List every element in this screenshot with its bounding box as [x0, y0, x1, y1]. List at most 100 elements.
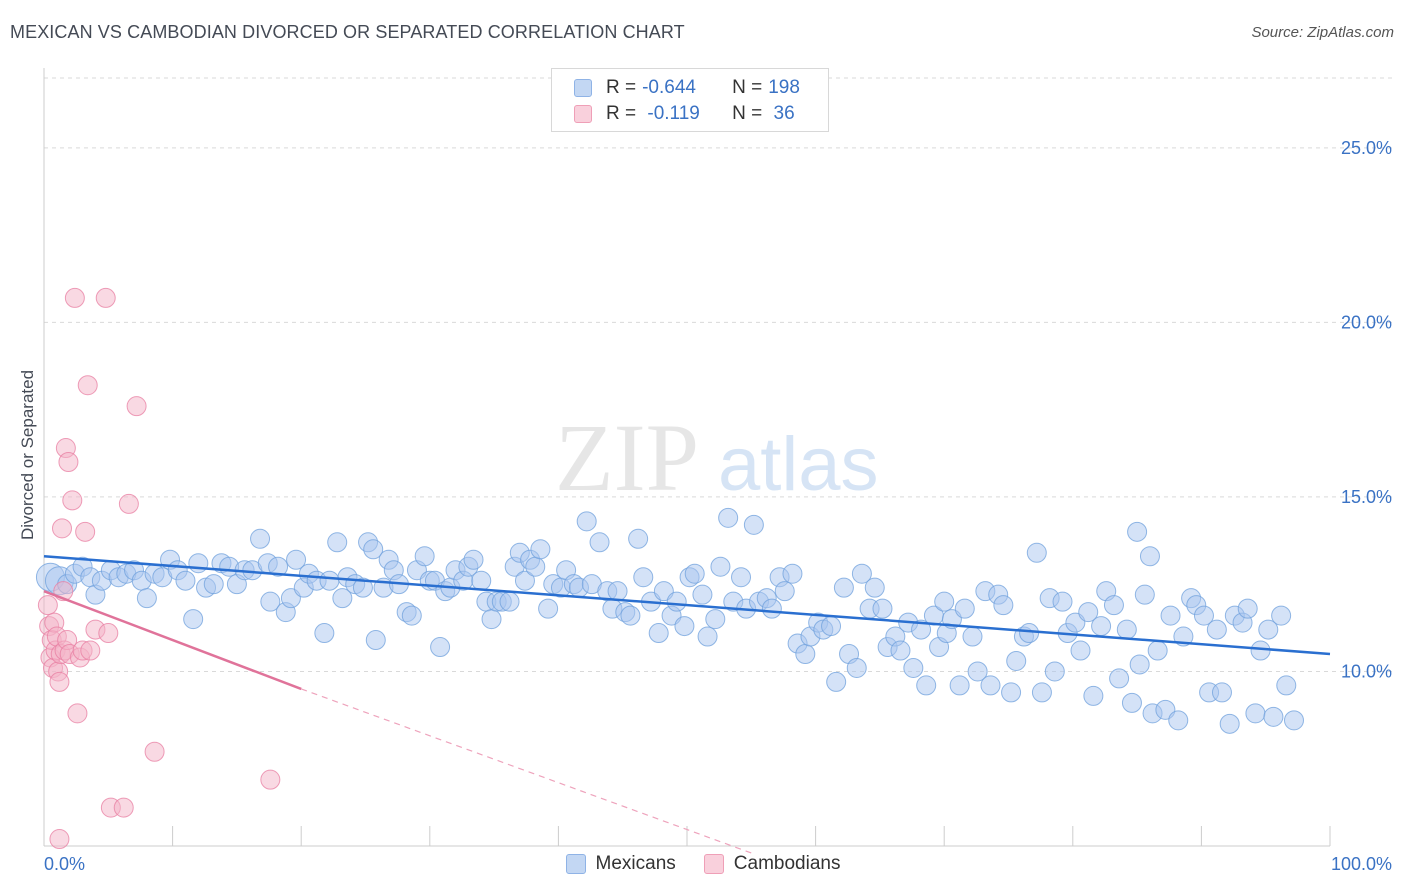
- mexicans-point: [1083, 685, 1104, 706]
- mexicans-point: [1127, 521, 1148, 542]
- mexicans-point: [188, 553, 209, 574]
- cambodians-point: [144, 741, 165, 762]
- mexicans-point: [1116, 619, 1137, 640]
- legend-r-label: R =: [606, 77, 637, 98]
- mexicans-point: [949, 675, 970, 696]
- cambodians-point: [49, 671, 70, 692]
- y-tick-label: 15.0%: [1341, 487, 1392, 507]
- mexicans-point: [1121, 692, 1142, 713]
- legend-row-mexicans: R = -0.644 N = 198: [552, 75, 800, 101]
- mexicans-point: [1006, 650, 1027, 671]
- cambodians-point: [98, 623, 119, 644]
- mexicans-point: [1031, 682, 1052, 703]
- mexicans-point: [674, 616, 695, 637]
- mexicans-point: [710, 556, 731, 577]
- mexicans-point: [136, 588, 157, 609]
- mexicans-point: [319, 570, 340, 591]
- mexicans-point: [1160, 605, 1181, 626]
- mexicans-point: [175, 570, 196, 591]
- mexicans-point: [648, 623, 669, 644]
- mexicans-point: [1206, 619, 1227, 640]
- y-tick-label: 20.0%: [1341, 312, 1392, 332]
- mexicans-point: [463, 549, 484, 570]
- cambodians-point: [37, 595, 58, 616]
- mexicans-point: [1193, 605, 1214, 626]
- mexicans-point: [761, 598, 782, 619]
- mexicans-point: [286, 549, 307, 570]
- cambodians-point: [64, 287, 85, 308]
- mexicans-point: [967, 661, 988, 682]
- mexicans-point: [183, 609, 204, 630]
- mexicans-point: [1258, 619, 1279, 640]
- cambodians-point: [260, 769, 281, 790]
- legend-row-cambodians: R = -0.119 N = 36: [552, 101, 795, 127]
- cambodians-point: [67, 703, 88, 724]
- mexicans-point: [530, 539, 551, 560]
- mexicans-point: [525, 556, 546, 577]
- mexicans-point: [1211, 682, 1232, 703]
- legend-swatch-mexicans: [565, 854, 586, 874]
- watermark-zip: ZIP: [555, 404, 699, 511]
- series-mexicans: [35, 507, 1304, 734]
- mexicans-point: [1263, 706, 1284, 727]
- mexicans-point: [692, 584, 713, 605]
- mexicans-point: [268, 556, 289, 577]
- mexicans-point: [718, 507, 739, 528]
- mexicans-point: [327, 532, 348, 553]
- source-credit: Source: ZipAtlas.com: [1251, 24, 1394, 41]
- mexicans-point: [934, 591, 955, 612]
- mexicans-point: [1276, 675, 1297, 696]
- mexicans-point: [352, 577, 373, 598]
- mexicans-trend-line: [43, 555, 1331, 656]
- trend-lines: [43, 555, 1331, 854]
- cambodians-point: [113, 797, 134, 818]
- mexicans-point: [363, 539, 384, 560]
- mexicans-point: [401, 605, 422, 626]
- mexicans-point: [1091, 616, 1112, 637]
- mexicans-point: [481, 609, 502, 630]
- mexicans-point: [916, 675, 937, 696]
- mexicans-point: [1245, 703, 1266, 724]
- mexicans-point: [538, 598, 559, 619]
- legend-label-mexicans: Mexicans: [595, 853, 676, 874]
- mexicans-point: [821, 616, 842, 637]
- cambodians-point: [75, 521, 96, 542]
- watermark: ZIP atlas: [555, 404, 879, 511]
- mexicans-point: [365, 630, 386, 651]
- cambodians-trend-extension: [300, 688, 752, 854]
- mexicans-point: [1026, 542, 1047, 563]
- mexicans-point: [826, 671, 847, 692]
- cambodians-point: [58, 452, 79, 472]
- mexicans-point: [666, 591, 687, 612]
- legend-label-cambodians: Cambodians: [733, 853, 841, 874]
- mexicans-point: [1271, 605, 1292, 626]
- chart-title: MEXICAN VS CAMBODIAN DIVORCED OR SEPARAT…: [10, 22, 685, 42]
- mexicans-point: [684, 563, 705, 584]
- x-tick-label-max: 100.0%: [1331, 854, 1392, 874]
- mexicans-point: [1019, 623, 1040, 644]
- mexicans-point: [589, 532, 610, 553]
- mexicans-point: [993, 595, 1014, 616]
- legend-item-mexicans: Mexicans: [565, 853, 676, 875]
- cambodians-point: [52, 518, 73, 539]
- cambodians-point: [49, 829, 70, 850]
- mexicans-point: [774, 581, 795, 602]
- mexicans-point: [1250, 640, 1271, 661]
- mexicans-point: [697, 626, 718, 647]
- mexicans-point: [430, 637, 451, 658]
- mexicans-point: [1237, 598, 1258, 619]
- legend-r-value: -0.644: [642, 77, 696, 98]
- y-tick-label: 25.0%: [1341, 138, 1392, 158]
- mexicans-point: [872, 598, 893, 619]
- mexicans-point: [332, 588, 353, 609]
- mexicans-point: [954, 598, 975, 619]
- mexicans-point: [1147, 640, 1168, 661]
- mexicans-point: [705, 609, 726, 630]
- legend-n-value: 36: [768, 103, 795, 124]
- y-tick-label: 10.0%: [1341, 661, 1392, 681]
- cambodians-point: [118, 493, 139, 514]
- mexicans-point: [911, 619, 932, 640]
- mexicans-point: [851, 563, 872, 584]
- cambodians-point: [80, 640, 101, 661]
- mexicans-point: [1139, 546, 1160, 567]
